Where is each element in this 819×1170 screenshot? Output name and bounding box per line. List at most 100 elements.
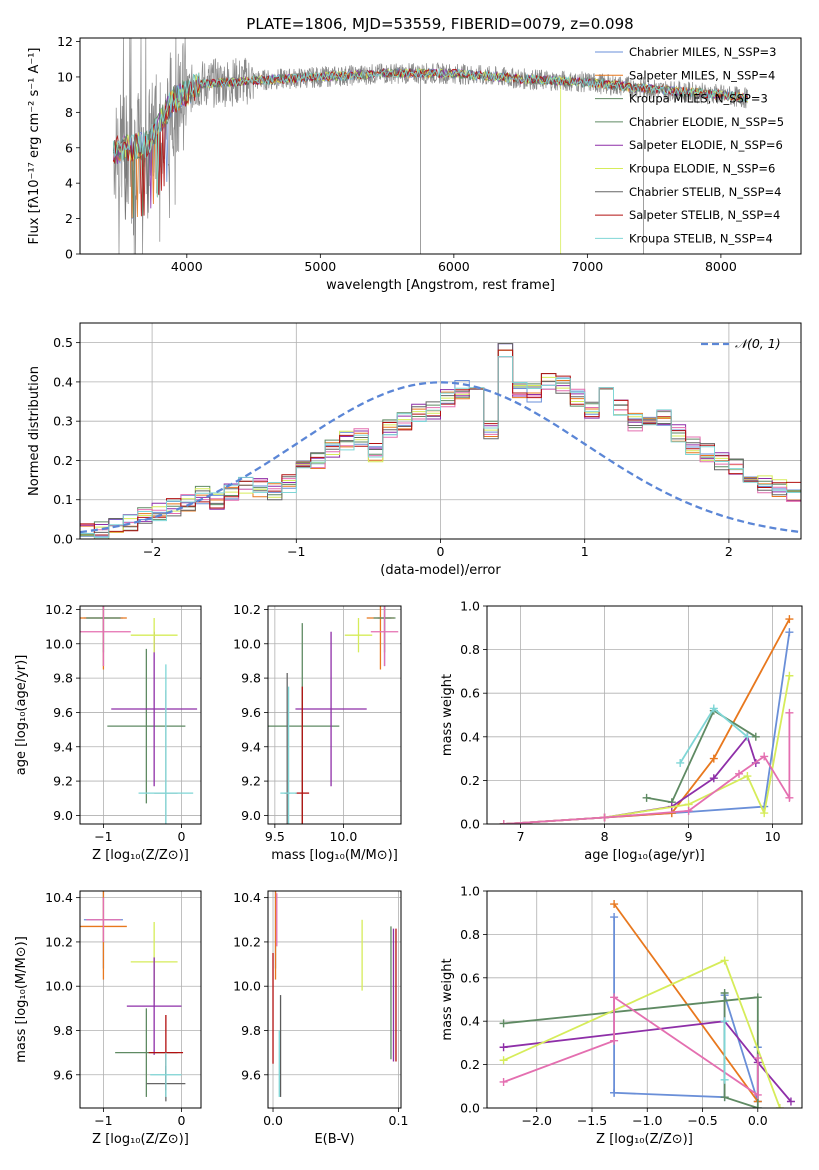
axes-frame-age_vs_mass: 9.5 10.0 9.0 9.2 9.4 9.6 9.8 10.0 10.2 mass [log₁… — [233, 602, 402, 863]
y-tick-label-3: 0.6 — [460, 970, 480, 985]
y-tick-label-0: 0 — [65, 247, 73, 262]
plot-area-age_vs_Z — [80, 606, 198, 824]
plot-area-mass_weight_vs_age — [499, 615, 794, 824]
y-tick-label-2: 9.4 — [53, 739, 73, 754]
y-axis-label-residuals: Normed distribution — [27, 366, 42, 496]
axes-frame — [267, 890, 402, 1109]
x-tick-label-0: 4000 — [171, 259, 203, 274]
plot-area-residuals — [80, 343, 801, 539]
y-tick-label-4: 9.8 — [241, 671, 261, 686]
y-tick-label-3: 0.6 — [460, 686, 480, 701]
x-tick-label-4: 8000 — [705, 259, 737, 274]
histogram-step-6 — [80, 343, 801, 535]
axes-frame — [79, 890, 202, 1109]
y-tick-label-6: 10.2 — [45, 602, 73, 617]
y-tick-label-3: 6 — [65, 140, 73, 155]
x-tick-label-3: 10 — [765, 829, 781, 844]
y-tick-label-6: 10.2 — [233, 602, 261, 617]
weight-marker-5-4 — [753, 1054, 762, 1063]
weight-marker-5-6 — [785, 708, 794, 717]
y-axis-label-mass_weight_vs_age: mass weight — [440, 674, 455, 756]
weight-marker-5-0 — [499, 820, 508, 824]
x-tick-label-0: −2 — [143, 544, 161, 559]
plot-area-mass_vs_EBV — [272, 891, 397, 1097]
y-tick-label-4: 9.8 — [53, 671, 73, 686]
weight-marker-4-3 — [743, 772, 752, 781]
weight-marker-3-3 — [709, 774, 718, 783]
weight-marker-2-3 — [751, 732, 760, 741]
plot-area-mass_weight_vs_Z — [499, 900, 795, 1108]
weight-marker-5-4 — [760, 752, 769, 761]
panel-residuals: −2 −1 0 1 2 0.0 0.1 0.2 0.3 0.4 0.5 (data-model)/er… — [27, 322, 802, 578]
weight-marker-1-3 — [709, 754, 718, 763]
axes-frame — [79, 605, 202, 825]
y-tick-label-4: 8 — [65, 105, 73, 120]
panel-age_vs_Z: −1 0 9.0 9.2 9.4 9.6 9.8 10.0 10.2 Z [log₁₀(Z/Z⊙)… — [14, 602, 202, 863]
weight-marker-5-2 — [684, 806, 693, 815]
y-tick-label-3: 0.3 — [53, 414, 73, 429]
y-tick-label-3: 9.6 — [53, 705, 73, 720]
x-tick-label-4: 0.0 — [748, 1113, 768, 1128]
histogram-step-8 — [80, 356, 801, 539]
spectrum-legend-label-7: Salpeter STELIB, N_SSP=4 — [629, 208, 780, 222]
x-tick-label-0: −1 — [94, 1113, 112, 1128]
y-tick-label-0: 0.0 — [460, 817, 480, 832]
spectrum-legend-label-4: Salpeter ELODIE, N_SSP=6 — [629, 138, 783, 152]
weight-marker-0-0 — [610, 913, 619, 922]
y-tick-label-1: 0.1 — [53, 492, 73, 507]
y-tick-label-2: 0.4 — [460, 1014, 480, 1029]
weight-marker-3-3 — [786, 1097, 795, 1106]
y-tick-label-5: 0.5 — [53, 335, 73, 350]
spectrum-legend-label-2: Kroupa MILES, N_SSP=3 — [629, 92, 768, 106]
x-axis-label-mass_vs_Z: Z [log₁₀(Z/Z⊙)] — [92, 1132, 189, 1147]
histogram-legend-label: 𝒩(0, 1) — [735, 336, 781, 351]
axes-frame-mass_weight_vs_age: 7 8 9 10 0.0 0.2 0.4 0.6 0.8 1.0 age [log₁₀(age/yr… — [440, 599, 803, 863]
y-axis-label-spectrum: Flux [fλ10⁻¹⁷ erg cm⁻² s⁻¹ A⁻¹] — [27, 48, 42, 245]
y-tick-label-0: 0.0 — [53, 532, 73, 547]
y-tick-label-4: 0.8 — [460, 642, 480, 657]
x-tick-label-0: −2.0 — [522, 1113, 552, 1128]
y-tick-label-4: 0.8 — [460, 927, 480, 942]
y-tick-label-1: 0.2 — [460, 1057, 480, 1072]
x-tick-label-1: 5000 — [304, 259, 336, 274]
weight-marker-6-1 — [709, 704, 718, 713]
y-tick-label-5: 10.0 — [233, 636, 261, 651]
axes-frame-mass_vs_Z: −1 0 9.6 9.8 10.0 10.2 10.4 Z [log₁₀(Z/Z⊙)] mass… — [14, 890, 202, 1147]
weight-marker-6-0 — [720, 1017, 729, 1026]
y-tick-label-4: 10.4 — [45, 890, 73, 905]
x-tick-label-1: −1.5 — [577, 1113, 607, 1128]
y-tick-label-2: 10.0 — [233, 979, 261, 994]
y-axis-label-age_vs_Z: age [log₁₀(age/yr)] — [14, 655, 29, 776]
x-tick-label-1: 0.1 — [389, 1113, 409, 1128]
weight-marker-4-0 — [499, 1056, 508, 1065]
y-tick-label-4: 10.4 — [233, 890, 261, 905]
weight-marker-6-1 — [720, 1075, 729, 1084]
y-tick-label-0: 9.0 — [241, 808, 261, 823]
y-tick-label-1: 2 — [65, 211, 73, 226]
y-tick-label-2: 4 — [65, 176, 73, 191]
y-tick-label-6: 12 — [57, 34, 73, 49]
panel-age_vs_mass: 9.5 10.0 9.0 9.2 9.4 9.6 9.8 10.0 10.2 mass [log₁… — [233, 602, 402, 863]
panel-mass_weight_vs_age: 7 8 9 10 0.0 0.2 0.4 0.6 0.8 1.0 age [log₁₀(age/yr… — [440, 599, 803, 863]
weight-marker-5-0 — [499, 1077, 508, 1086]
axes-frame — [79, 37, 802, 255]
axes-frame-age_vs_Z: −1 0 9.0 9.2 9.4 9.6 9.8 10.0 10.2 Z [log₁₀(Z/Z⊙)… — [14, 602, 202, 863]
spectrum-legend-label-3: Chabrier ELODIE, N_SSP=5 — [629, 115, 784, 129]
y-tick-label-3: 9.6 — [241, 705, 261, 720]
y-tick-label-1: 9.2 — [53, 774, 73, 789]
x-tick-label-2: 9 — [685, 829, 693, 844]
histogram-step-0 — [80, 343, 801, 537]
y-tick-label-2: 0.2 — [53, 453, 73, 468]
histogram-step-2 — [80, 356, 801, 537]
x-tick-label-3: 1 — [581, 544, 589, 559]
weight-marker-6-0 — [676, 758, 685, 767]
weight-marker-2-3 — [720, 1093, 729, 1102]
x-tick-label-1: 10.0 — [329, 829, 357, 844]
x-tick-label-1: 0 — [178, 1113, 186, 1128]
y-tick-label-1: 9.2 — [241, 774, 261, 789]
weight-marker-1-4 — [785, 615, 794, 624]
weight-marker-5-1 — [600, 813, 609, 822]
y-tick-label-5: 1.0 — [460, 884, 480, 899]
y-tick-label-2: 10.0 — [45, 979, 73, 994]
x-tick-label-3: 7000 — [571, 259, 603, 274]
